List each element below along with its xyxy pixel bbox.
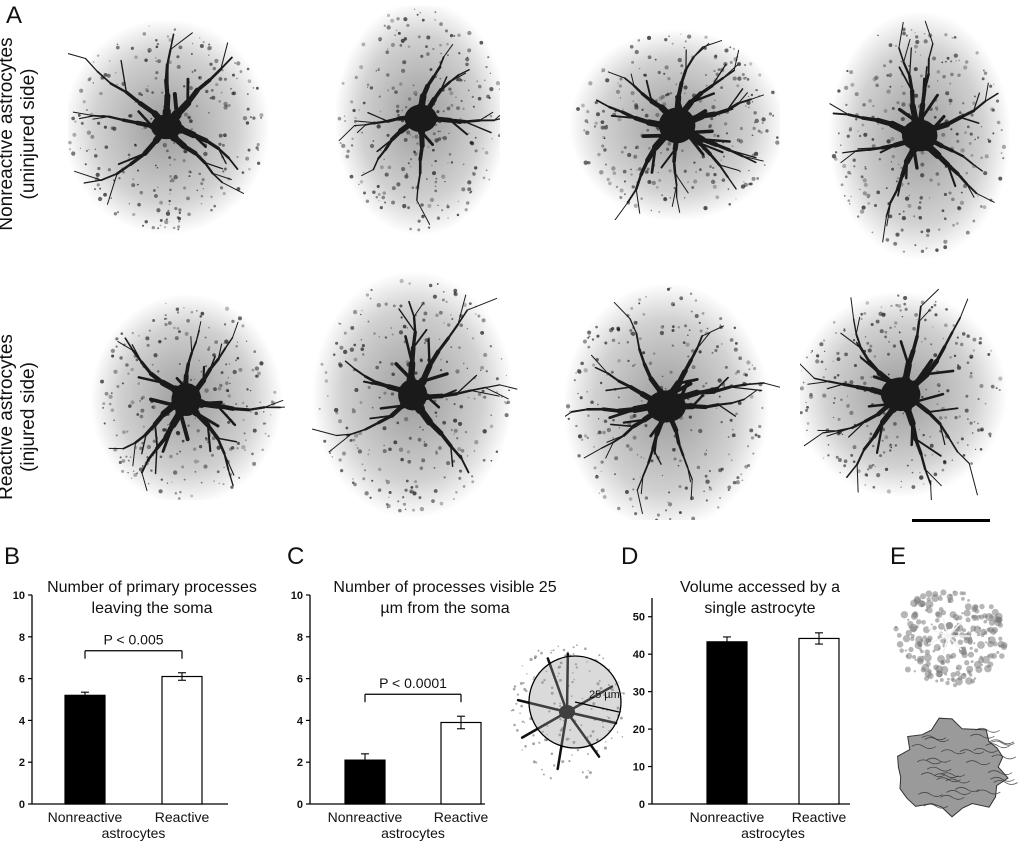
astrocyte-inset-radius: 25 µm: [510, 644, 625, 780]
chart-c-category-label: Nonreactive: [328, 809, 403, 825]
chart-d-y-tick-label: 10: [633, 762, 645, 774]
chart-b-category-label: Nonreactive: [48, 809, 123, 825]
surface-render-shape: [897, 717, 1009, 818]
chart-c-category-group-label: astrocytes: [381, 825, 445, 841]
chart-b-y-tick-label: 6: [19, 674, 25, 686]
chart-c-error-bar-reactive: [457, 715, 465, 730]
chart-d-y-tick-label: 50: [633, 612, 645, 624]
fill-render-shape: [893, 589, 1008, 688]
chart-d-error-bar-reactive: [815, 632, 823, 645]
chart-b-y-tick-label: 0: [19, 799, 25, 811]
chart-b-significance-label: P < 0.005: [103, 632, 163, 648]
panel-label-c: C: [287, 543, 305, 570]
panel-label-b: B: [4, 543, 21, 570]
chart-b-y-tick-label: 8: [19, 632, 25, 644]
chart-c-error-bar-nonreactive: [361, 753, 369, 767]
chart-c-bar-nonreactive: [344, 759, 386, 805]
chart-c-significance-bracket: [364, 693, 462, 703]
chart-c-y-tick-label: 6: [297, 674, 303, 686]
astrocyte-image-reactive-3: [565, 282, 780, 520]
panel-label-d: D: [621, 543, 639, 570]
chart-c-significance-label: P < 0.0001: [379, 675, 447, 691]
chart-d-title: Volume accessed by a single astrocyte: [679, 579, 841, 617]
row-label-nonreactive: Nonreactive astrocytes (uninjured side): [0, 24, 40, 244]
inset-radius-line: [574, 701, 620, 713]
chart-c-bar-reactive: [440, 721, 482, 805]
chart-c-title: Number of processes visible 25 µm from t…: [333, 579, 557, 617]
chart-b-y-tick-label: 2: [19, 757, 25, 769]
astrocyte-image-nonreactive-3: [569, 29, 780, 220]
chart-d-category-group-label: astrocytes: [741, 825, 805, 841]
inset-astrocyte: [510, 644, 625, 780]
row-label-reactive-line2: (injured side): [18, 362, 39, 472]
chart-d-bar-reactive: [798, 637, 840, 805]
chart-c-category-label: Reactive: [434, 809, 489, 825]
chart-d-error-bar-nonreactive: [723, 636, 731, 648]
chart-d-category-label: Nonreactive: [690, 809, 765, 825]
chart-d-y-tick-label: 20: [633, 724, 645, 736]
chart-d-bar-nonreactive: [706, 641, 748, 805]
row-label-reactive: Reactive astrocytes (injured side): [0, 327, 40, 507]
astrocyte-image-reactive-1: [90, 293, 285, 500]
row-label-reactive-line1: Reactive astrocytes: [0, 334, 17, 500]
chart-c-y-tick-label: 4: [297, 715, 304, 727]
chart-b-y-tick-label: 4: [19, 715, 26, 727]
chart-b-bar-nonreactive: [64, 694, 106, 805]
astrocyte-image-nonreactive-1: [68, 18, 270, 235]
chart-d-y-tick-label: 30: [633, 687, 645, 699]
chart-b-error-bar-reactive: [178, 672, 186, 681]
astrocyte-image-reactive-4: [800, 288, 1008, 500]
chart-b-error-bar-nonreactive: [81, 691, 89, 700]
chart-b-significance-bracket: [84, 650, 183, 659]
astrocyte-image-nonreactive-2: [334, 6, 500, 236]
panel-label-e: E: [890, 543, 907, 570]
astrocyte-3d-fill-render: [893, 589, 1008, 688]
astrocyte-image-reactive-2: [311, 270, 518, 519]
chart-d-category-label: Reactive: [792, 809, 847, 825]
chart-c-y-tick-label: 10: [291, 590, 303, 602]
row-label-nonreactive-line2: (uninjured side): [18, 68, 39, 200]
chart-b-title: Number of primary processes leaving the …: [47, 579, 257, 617]
chart-d-y-tick-label: 40: [633, 649, 645, 661]
astrocyte-3d-surface-render: [897, 717, 1018, 818]
chart-c-y-tick-label: 8: [297, 632, 303, 644]
chart-c-y-tick-label: 0: [297, 799, 303, 811]
chart-b-category-label: Reactive: [155, 809, 210, 825]
inset-radius-label: 25 µm: [589, 689, 620, 701]
chart-b-category-group-label: astrocytes: [102, 825, 166, 841]
chart-b-bar-reactive: [161, 675, 203, 805]
astrocyte-image-nonreactive-4: [828, 12, 1010, 261]
row-label-nonreactive-line1: Nonreactive astrocytes: [0, 37, 17, 231]
chart-d-y-tick-label: 0: [639, 799, 645, 811]
chart-b-y-tick-label: 10: [13, 590, 25, 602]
panel-label-a: A: [6, 2, 23, 29]
chart-c-y-tick-label: 2: [297, 757, 303, 769]
scale-bar: [912, 519, 990, 522]
